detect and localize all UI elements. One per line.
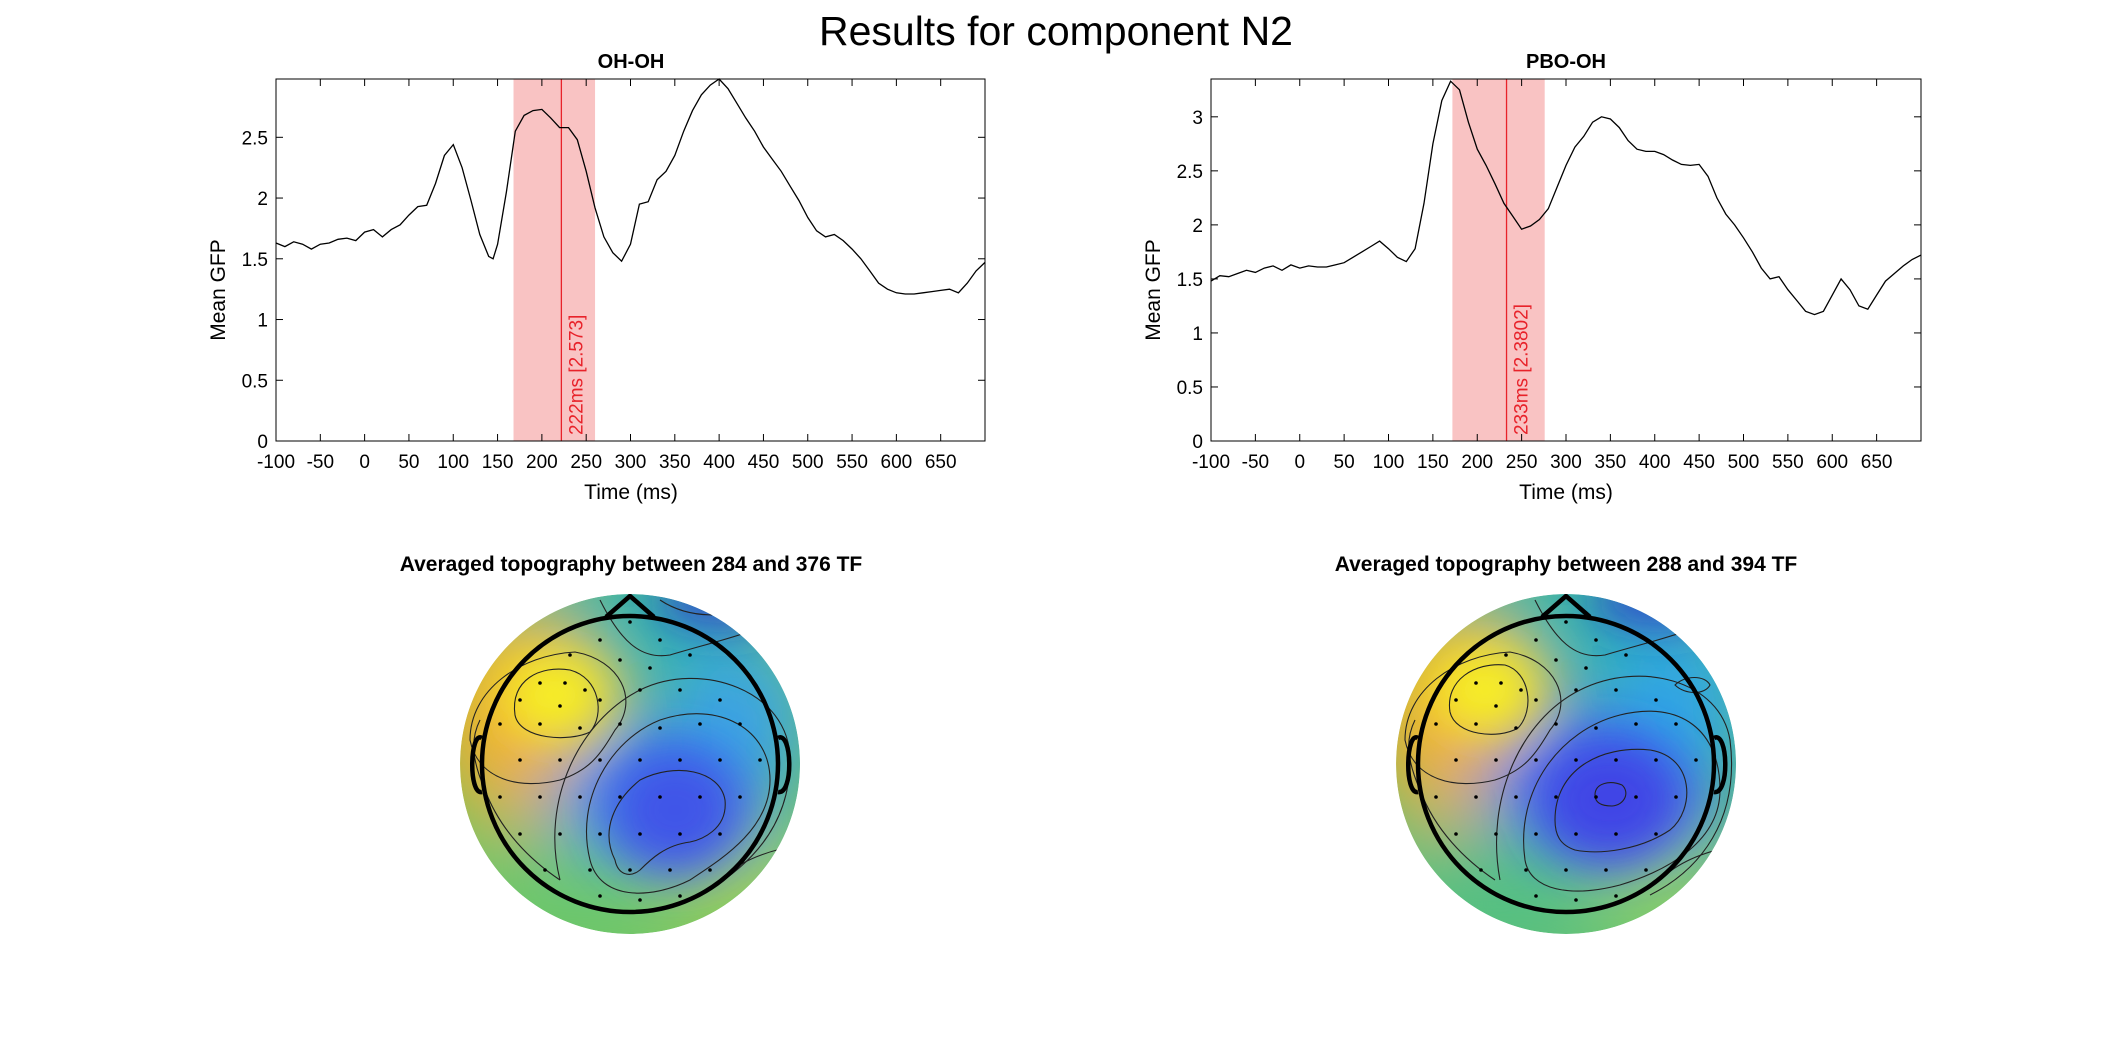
x-tick-label: 300 <box>615 452 647 473</box>
x-tick-label: 150 <box>1417 452 1449 473</box>
chart-title: OH-OH <box>598 51 665 73</box>
y-tick-label: 3 <box>1192 108 1203 129</box>
y-tick-label: 0.5 <box>1177 378 1203 399</box>
x-tick-label: 450 <box>748 452 780 473</box>
y-tick-label: 2 <box>1192 216 1203 237</box>
x-tick-label: 250 <box>570 452 602 473</box>
analysis-window <box>513 79 596 441</box>
x-axis: -100 -50 0 50 100 150 200 250 300 350 400 450 500 550… <box>257 79 957 473</box>
scalp-heatmap <box>460 594 800 934</box>
x-tick-label: 450 <box>1683 452 1715 473</box>
analysis-window <box>1452 79 1545 441</box>
topography-title: Averaged topography between 288 and 394 … <box>1335 553 1798 576</box>
x-tick-label: 650 <box>925 452 957 473</box>
y-tick-label: 0 <box>257 432 268 453</box>
gfp-line <box>275 78 986 295</box>
y-axis: 0 0.5 1 1.5 2 2.5 3 <box>1177 108 1921 453</box>
y-axis: 0 0.5 1 1.5 2 2.5 <box>242 128 985 453</box>
x-tick-label: 0 <box>1294 452 1305 473</box>
x-tick-label: 0 <box>359 452 370 473</box>
x-tick-label: 300 <box>1550 452 1582 473</box>
y-tick-label: 1 <box>1192 324 1203 345</box>
chart-title: PBO-OH <box>1526 51 1606 73</box>
x-tick-label: -100 <box>257 452 295 473</box>
y-axis-label: Mean GFP <box>1142 239 1165 341</box>
x-tick-label: 400 <box>703 452 735 473</box>
topography-map-1: Averaged topography between 284 and 376 … <box>400 553 863 950</box>
x-tick-label: 500 <box>1728 452 1760 473</box>
y-tick-label: 0.5 <box>242 371 268 392</box>
x-tick-label: 350 <box>659 452 691 473</box>
peak-label: 222ms [2.573] <box>566 315 587 435</box>
topography-title: Averaged topography between 284 and 376 … <box>400 553 863 576</box>
y-tick-label: 1.5 <box>1177 270 1203 291</box>
x-tick-label: -50 <box>1242 452 1269 473</box>
plot-frame <box>1210 78 1922 442</box>
scalp-heatmap <box>1396 594 1736 934</box>
y-tick-label: 1.5 <box>242 250 268 271</box>
gfp-line <box>1210 80 1922 316</box>
head-mask <box>440 580 820 950</box>
x-tick-label: 600 <box>881 452 913 473</box>
x-tick-label: 350 <box>1595 452 1627 473</box>
x-axis-label: Time (ms) <box>584 481 678 504</box>
x-tick-label: 200 <box>1461 452 1493 473</box>
y-tick-label: 2.5 <box>1177 162 1203 183</box>
topography-map-2: Averaged topography between 288 and 394 … <box>1335 553 1798 950</box>
y-tick-label: 1 <box>257 311 268 332</box>
x-axis-label: Time (ms) <box>1519 481 1613 504</box>
x-tick-label: 500 <box>792 452 824 473</box>
peak-label: 233ms [2.3802] <box>1512 304 1533 435</box>
y-tick-label: 2.5 <box>242 128 268 149</box>
x-tick-label: 650 <box>1861 452 1893 473</box>
x-tick-label: 200 <box>526 452 558 473</box>
gfp-chart-oh-oh: OH-OH 222ms [2.573] -100 -50 0 50 100 150 200 2… <box>207 51 986 504</box>
electrode-dots <box>498 620 762 902</box>
x-tick-label: 400 <box>1639 452 1671 473</box>
x-tick-label: 50 <box>1334 452 1355 473</box>
figure-title: Results for component N2 <box>819 8 1293 54</box>
head-outline <box>1406 593 1728 915</box>
x-tick-label: -100 <box>1192 452 1230 473</box>
x-axis: -100 -50 0 50 100 150 200 250 300 350 400 450 500 550… <box>1192 79 1892 473</box>
gfp-chart-pbo-oh: PBO-OH 233ms [2.3802] -100 -50 0 50 100 150 20… <box>1142 51 1922 504</box>
x-tick-label: 600 <box>1816 452 1848 473</box>
y-tick-label: 2 <box>257 189 268 210</box>
y-axis-label: Mean GFP <box>207 239 230 341</box>
head-outline <box>470 593 792 915</box>
electrode-dots <box>1434 620 1698 902</box>
y-tick-label: 0 <box>1192 432 1203 453</box>
head-mask <box>1376 580 1756 950</box>
x-tick-label: 100 <box>1373 452 1405 473</box>
x-tick-label: 100 <box>437 452 469 473</box>
x-tick-label: 250 <box>1506 452 1538 473</box>
plot-frame <box>275 78 986 442</box>
x-tick-label: -50 <box>307 452 334 473</box>
x-tick-label: 550 <box>836 452 868 473</box>
x-tick-label: 550 <box>1772 452 1804 473</box>
x-tick-label: 150 <box>482 452 514 473</box>
x-tick-label: 50 <box>398 452 419 473</box>
